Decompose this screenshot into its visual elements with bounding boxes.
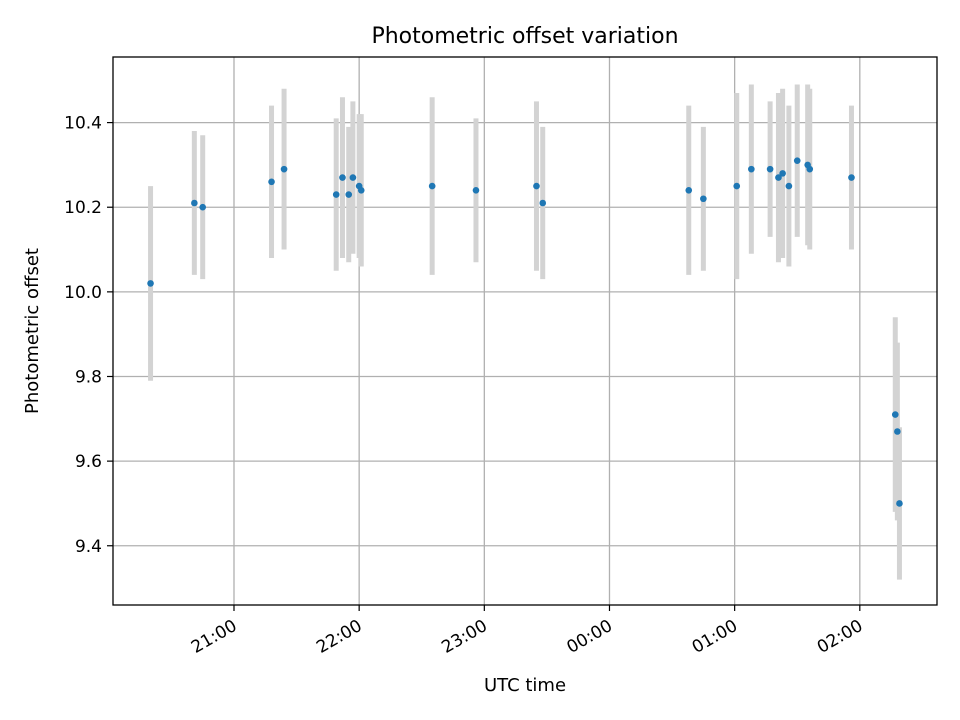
y-tick-label: 10.2: [64, 198, 102, 218]
x-axis-label: UTC time: [484, 675, 566, 696]
data-point: [733, 182, 741, 190]
data-point: [268, 178, 275, 186]
data-point: [848, 174, 855, 181]
data-point: [533, 182, 540, 190]
chart-title: Photometric offset variation: [371, 24, 678, 49]
data-point: [779, 170, 786, 177]
data-point: [147, 280, 154, 287]
data-point: [428, 182, 436, 190]
data-point: [766, 165, 774, 173]
data-point: [357, 186, 365, 194]
data-point: [896, 500, 903, 507]
data-point: [472, 186, 480, 194]
y-tick-label: 10.4: [64, 114, 102, 134]
data-point: [339, 174, 346, 181]
data-point: [785, 182, 793, 190]
data-point: [685, 186, 693, 194]
data-point: [894, 428, 901, 435]
data-point: [539, 199, 547, 207]
y-tick-label: 10.0: [64, 283, 102, 303]
data-point: [191, 199, 198, 207]
data-point: [700, 195, 707, 203]
y-tick-label: 9.6: [75, 452, 102, 472]
data-point: [793, 157, 801, 164]
data-point: [280, 165, 288, 173]
data-point: [349, 174, 357, 181]
data-point: [806, 165, 814, 173]
plot-frame: [112, 56, 938, 606]
data-point: [345, 191, 353, 198]
data-point: [891, 411, 899, 418]
data-point: [199, 203, 207, 211]
data-point: [748, 165, 755, 173]
data-point: [775, 174, 782, 181]
y-tick-label: 9.4: [75, 537, 102, 557]
y-axis-label: Photometric offset: [22, 248, 43, 414]
y-tick-label: 9.8: [75, 367, 102, 387]
data-point: [332, 191, 340, 198]
